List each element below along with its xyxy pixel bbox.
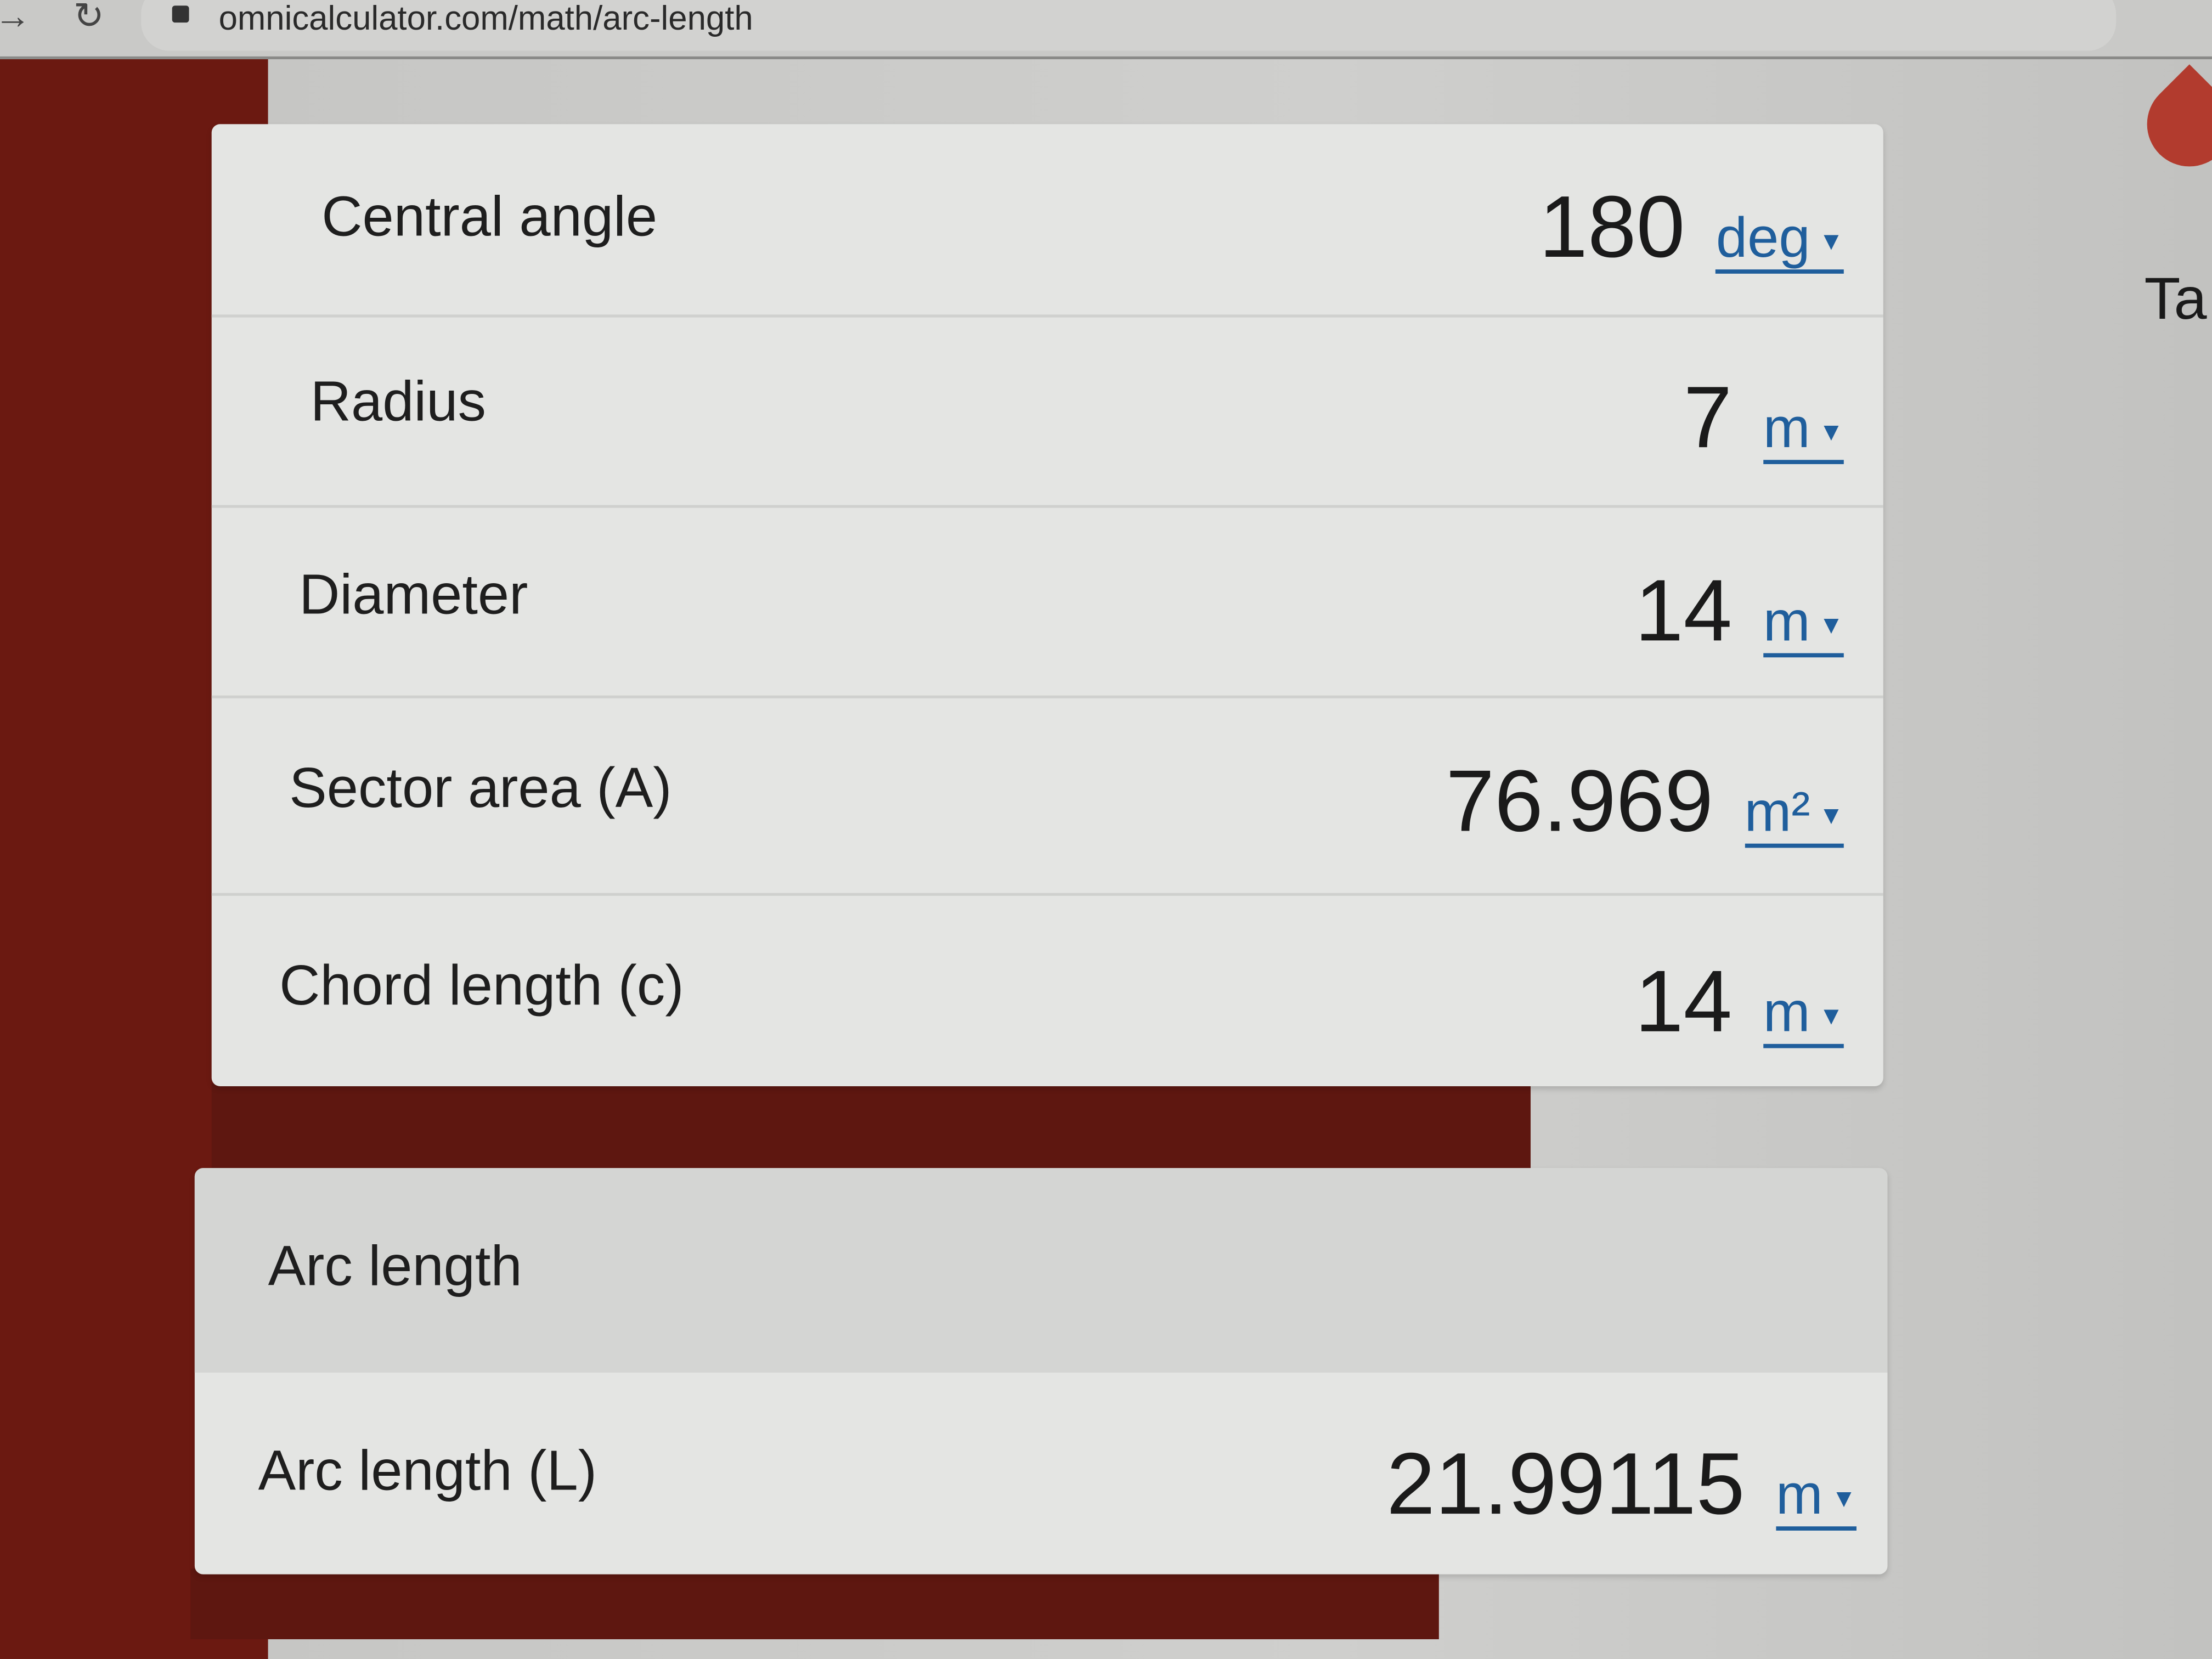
result-row-arc-length: Arc length (L) 21.99115 m ▼ bbox=[195, 1373, 1888, 1575]
reload-icon[interactable]: ↻ bbox=[73, 0, 104, 37]
unit-select[interactable]: deg ▼ bbox=[1716, 210, 1844, 274]
url-text[interactable]: omnicalculator.com/math/arc-length bbox=[218, 0, 753, 38]
unit-label: deg bbox=[1716, 207, 1810, 270]
caret-down-icon: ▼ bbox=[1818, 1002, 1844, 1031]
chord-length-input[interactable]: 14 bbox=[1634, 953, 1733, 1051]
unit-label: m bbox=[1763, 591, 1810, 653]
result-section-header: Arc length bbox=[194, 1168, 1888, 1373]
central-angle-input[interactable]: 180 bbox=[1539, 179, 1685, 276]
sidebar-partial-text: Ta bbox=[2144, 265, 2207, 332]
heart-icon[interactable] bbox=[2129, 64, 2212, 184]
input-row-chord-length: Chord length (c) 14 m ▼ bbox=[212, 893, 1883, 1086]
address-bar[interactable] bbox=[141, 0, 2117, 51]
input-label: Central angle bbox=[321, 186, 658, 249]
input-row-diameter: Diameter 14 m ▼ bbox=[211, 505, 1883, 698]
result-section-title: Arc length bbox=[268, 1235, 522, 1298]
input-label: Chord length (c) bbox=[279, 955, 684, 1017]
radius-input[interactable]: 7 bbox=[1683, 369, 1733, 467]
caret-down-icon: ▼ bbox=[1818, 228, 1844, 256]
input-row-central-angle: Central angle 180 deg ▼ bbox=[211, 124, 1883, 318]
unit-label: m bbox=[1775, 1464, 1823, 1527]
caret-down-icon: ▼ bbox=[1818, 611, 1844, 640]
unit-select[interactable]: m ▼ bbox=[1775, 1464, 1857, 1531]
input-label: Diameter bbox=[299, 564, 528, 627]
arc-length-output[interactable]: 21.99115 bbox=[1386, 1436, 1745, 1534]
sector-area-input[interactable]: 76.969 bbox=[1446, 753, 1714, 851]
result-card: Arc length Arc length (L) 21.99115 m ▼ bbox=[194, 1168, 1888, 1575]
caret-down-icon: ▼ bbox=[1818, 802, 1844, 831]
input-card: Central angle 180 deg ▼ Radius 7 m ▼ Diamete… bbox=[211, 124, 1883, 1086]
caret-down-icon: ▼ bbox=[1818, 418, 1844, 447]
input-label: Sector area (A) bbox=[289, 757, 672, 820]
input-label: Radius bbox=[310, 371, 486, 433]
unit-select[interactable]: m ▼ bbox=[1763, 400, 1844, 464]
input-row-sector-area: Sector area (A) 76.969 m² ▼ bbox=[211, 696, 1883, 896]
diameter-input[interactable]: 14 bbox=[1634, 562, 1733, 661]
unit-select[interactable]: m ▼ bbox=[1763, 985, 1844, 1048]
unit-select[interactable]: m ▼ bbox=[1763, 594, 1844, 658]
forward-icon[interactable]: → bbox=[0, 0, 31, 38]
unit-label: m bbox=[1763, 398, 1810, 460]
result-card-bottom-band bbox=[190, 1568, 1439, 1639]
caret-down-icon: ▼ bbox=[1831, 1485, 1857, 1513]
result-label: Arc length (L) bbox=[258, 1440, 597, 1503]
lock-icon bbox=[172, 5, 189, 23]
unit-label: m² bbox=[1744, 781, 1810, 844]
unit-label: m bbox=[1763, 981, 1810, 1044]
card-bottom-band bbox=[211, 1083, 1531, 1185]
unit-select[interactable]: m² ▼ bbox=[1744, 781, 1844, 848]
browser-toolbar: → ↻ omnicalculator.com/math/arc-length bbox=[0, 0, 2212, 59]
input-row-radius: Radius 7 m ▼ bbox=[211, 314, 1883, 508]
